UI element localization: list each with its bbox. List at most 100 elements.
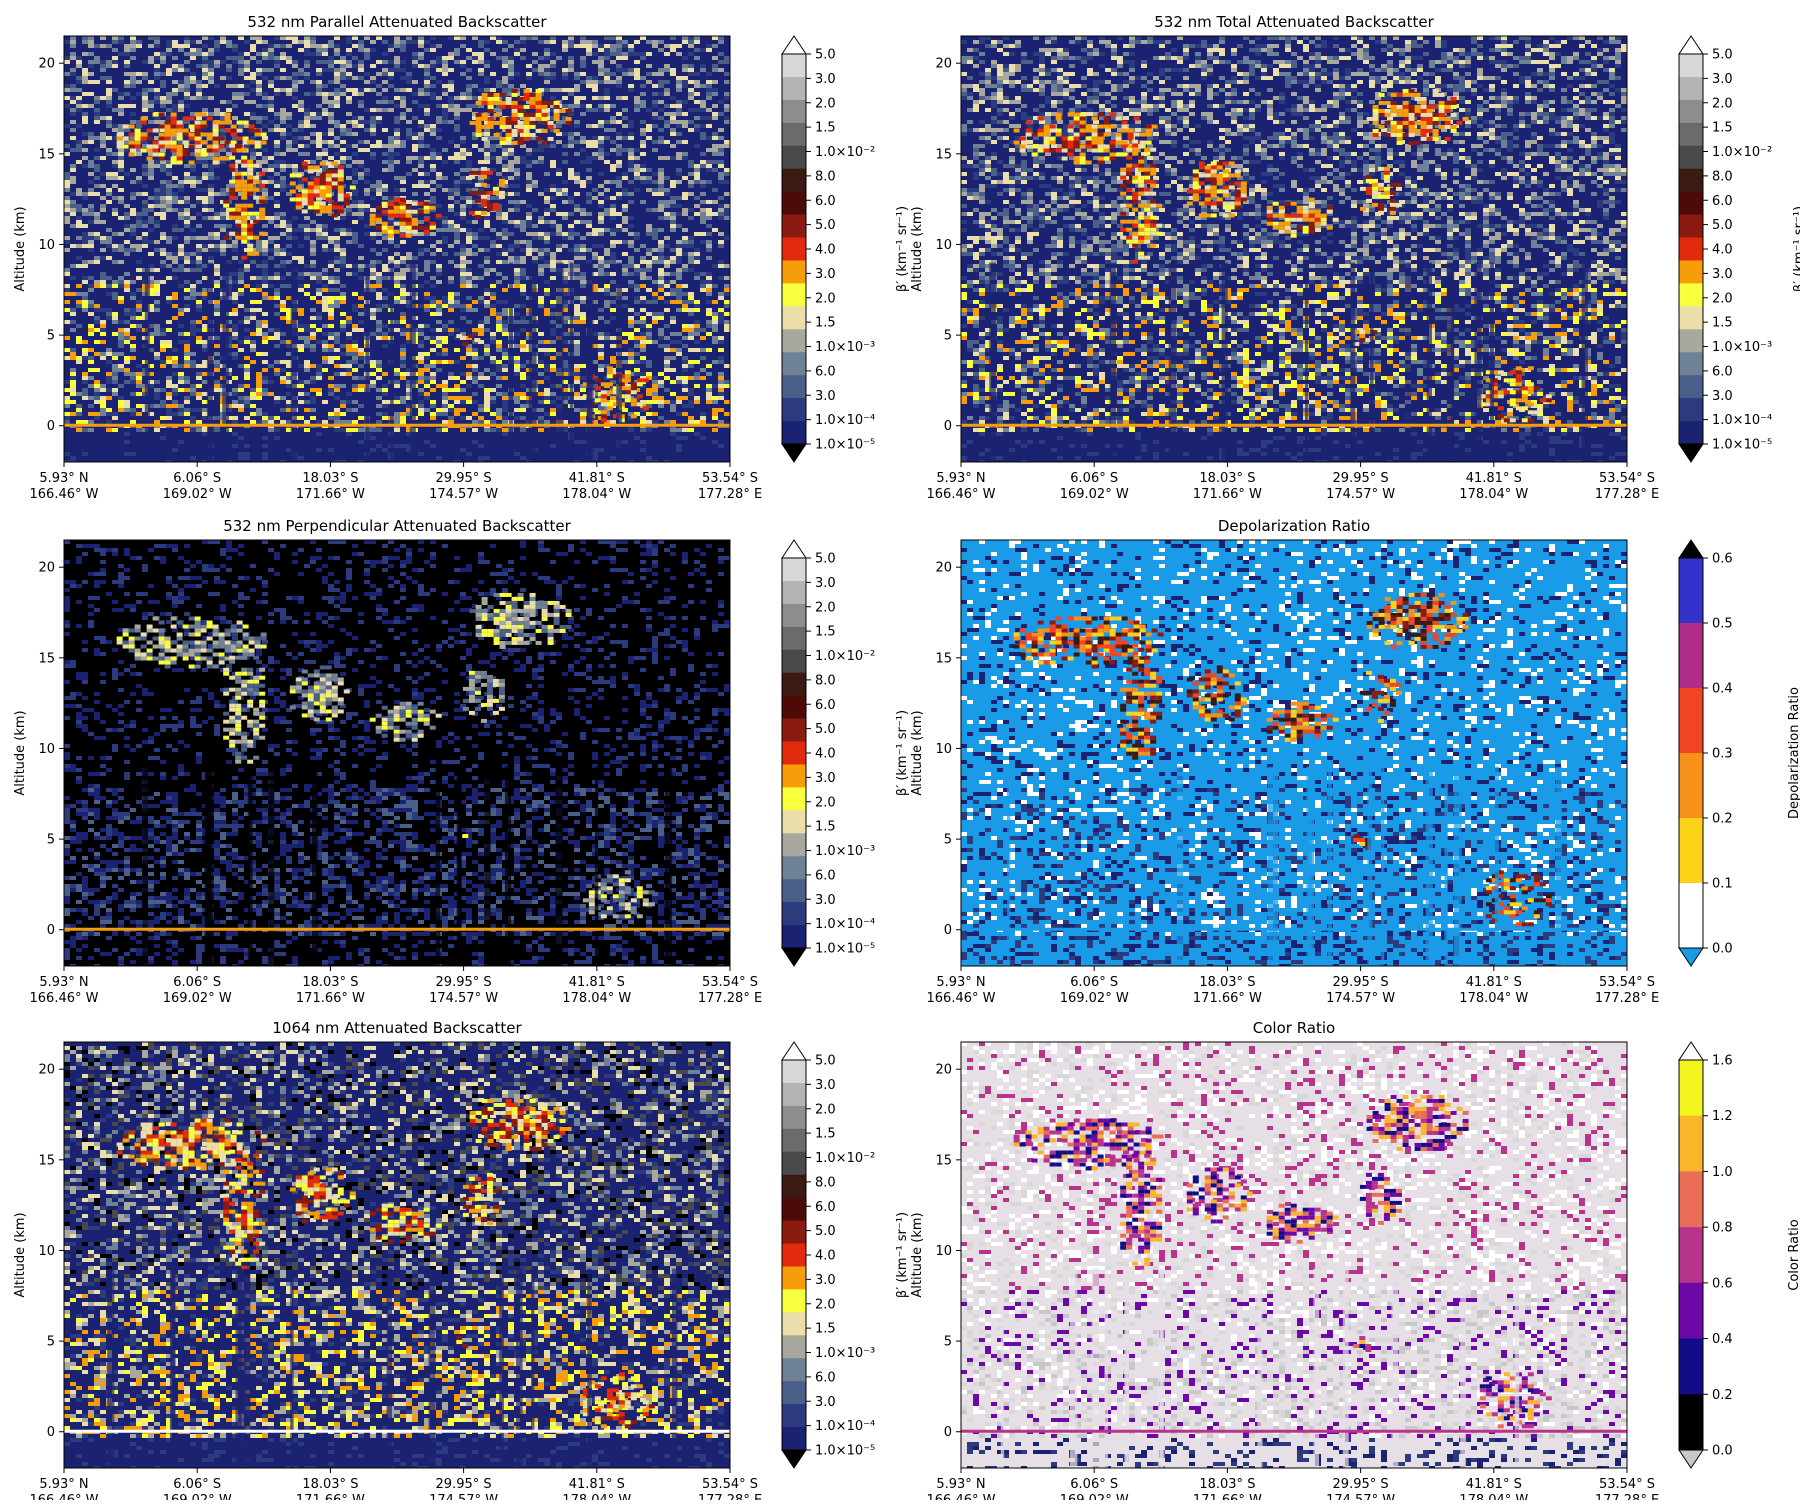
y-tick-label: 5	[47, 329, 55, 344]
panel-1: 532 nm Parallel Attenuated Backscatter05…	[13, 13, 910, 502]
panel-title: 532 nm Total Attenuated Backscatter	[1154, 13, 1434, 31]
colorbar-segment	[782, 375, 806, 398]
colorbar-tick-label: 3.0	[1712, 72, 1733, 87]
colorbar-segment	[1679, 260, 1703, 283]
panel-title: Depolarization Ratio	[1218, 517, 1370, 535]
x-tick-lat: 6.06° S	[1070, 1477, 1118, 1492]
colorbar-tick-label: 2.0	[815, 96, 836, 111]
colorbar-segment	[782, 1198, 806, 1221]
x-tick-lon: 166.46° W	[927, 487, 996, 502]
colorbar-tick-label: 6.0	[1712, 194, 1733, 209]
surface-return	[64, 424, 730, 427]
colorbar-segment	[1679, 306, 1703, 329]
x-tick-lat: 18.03° S	[1199, 975, 1255, 990]
colorbar-tick-label: 5.0	[1712, 218, 1733, 233]
colorbar-segment	[1679, 1060, 1703, 1116]
colorbar-segment	[782, 1266, 806, 1289]
panel-title: 1064 nm Attenuated Backscatter	[272, 1019, 522, 1037]
colorbar-tick-label: 3.0	[815, 267, 836, 282]
colorbar-segment	[1679, 688, 1703, 754]
colorbar-segment	[1679, 1171, 1703, 1227]
colorbar-segment	[782, 558, 806, 581]
x-tick-lon: 166.46° W	[927, 1493, 996, 1500]
colorbar-segment	[1679, 169, 1703, 192]
colorbar-tick-label: 3.0	[815, 771, 836, 786]
colorbar: 5.03.02.01.51.0×10⁻²8.06.05.04.03.02.01.…	[782, 1042, 910, 1468]
colorbar-tick-label: 0.5	[1712, 617, 1733, 632]
x-tick-lat: 18.03° S	[1199, 1477, 1255, 1492]
colorbar-under-triangle	[1679, 444, 1703, 462]
colorbar-tick-label: 6.0	[1712, 364, 1733, 379]
colorbar-tick-label: 6.0	[815, 698, 836, 713]
y-tick-label: 10	[935, 1244, 952, 1259]
y-tick-label: 0	[47, 923, 55, 938]
colorbar-tick-label: 0.8	[1712, 1221, 1733, 1236]
x-tick-lat: 6.06° S	[173, 1477, 221, 1492]
surface-return	[961, 1430, 1627, 1433]
colorbar-segment	[782, 238, 806, 261]
colorbar-segment	[1679, 192, 1703, 215]
colorbar-tick-label: 1.0×10⁻⁴	[815, 1419, 875, 1434]
x-tick-lon: 178.04° W	[1459, 487, 1528, 502]
x-tick-lat: 41.81° S	[569, 975, 625, 990]
y-tick-label: 0	[944, 419, 952, 434]
heatmap-field	[64, 36, 730, 464]
y-axis-label: Altitude (km)	[13, 1212, 28, 1297]
colorbar-tick-label: 4.0	[1712, 243, 1733, 258]
x-tick-lat: 41.81° S	[1466, 471, 1522, 486]
colorbar-segment	[1679, 238, 1703, 261]
x-tick-lat: 18.03° S	[302, 975, 358, 990]
colorbar-segment	[1679, 1394, 1703, 1450]
colorbar-segment	[782, 696, 806, 719]
x-tick-lat: 6.06° S	[173, 471, 221, 486]
y-tick-label: 20	[38, 57, 55, 72]
x-tick-lat: 29.95° S	[1333, 1477, 1389, 1492]
colorbar-tick-label: 0.4	[1712, 1332, 1733, 1347]
colorbar-tick-label: 5.0	[815, 722, 836, 737]
colorbar-tick-label: 3.0	[1712, 389, 1733, 404]
colorbar-tick-label: 1.5	[815, 625, 836, 640]
x-tick-lon: 174.57° W	[429, 991, 498, 1006]
y-tick-label: 5	[944, 329, 952, 344]
colorbar-segment	[1679, 1283, 1703, 1339]
x-tick-lon: 166.46° W	[30, 991, 99, 1006]
colorbar-tick-label: 6.0	[815, 868, 836, 883]
colorbar-tick-label: 1.5	[815, 1322, 836, 1337]
x-tick-lon: 171.66° W	[1193, 1493, 1262, 1500]
x-tick-lat: 18.03° S	[1199, 471, 1255, 486]
colorbar-tick-label: 3.0	[815, 576, 836, 591]
colorbar-over-triangle	[1679, 540, 1703, 558]
colorbar-segment	[1679, 818, 1703, 884]
colorbar-tick-label: 2.0	[815, 1102, 836, 1117]
colorbar-segment	[1679, 329, 1703, 352]
panel-2: 532 nm Total Attenuated Backscatter05101…	[910, 13, 1800, 502]
colorbar-tick-label: 0.0	[1712, 1444, 1733, 1459]
x-tick-lon: 177.28° E	[698, 991, 762, 1006]
colorbar-tick-label: 2.0	[815, 291, 836, 306]
x-tick-lat: 53.54° S	[1599, 975, 1655, 990]
y-axis-label: Altitude (km)	[910, 206, 925, 291]
colorbar-tick-label: 1.5	[1712, 121, 1733, 136]
colorbar-tick-label: 1.5	[815, 121, 836, 136]
surface-return	[64, 928, 730, 931]
colorbar-tick-label: 3.0	[815, 893, 836, 908]
colorbar-tick-label: 1.0×10⁻⁵	[1712, 438, 1772, 453]
colorbar-segment	[1679, 1227, 1703, 1283]
colorbar-segment	[782, 146, 806, 169]
surface-return	[64, 1430, 730, 1433]
x-tick-lon: 171.66° W	[296, 487, 365, 502]
colorbar-segment	[1679, 883, 1703, 949]
x-tick-lat: 6.06° S	[173, 975, 221, 990]
colorbar-tick-label: 1.0×10⁻³	[1712, 340, 1772, 355]
colorbar-tick-label: 1.0×10⁻⁵	[815, 1444, 875, 1459]
colorbar-segment	[782, 925, 806, 948]
colorbar-label: Depolarization Ratio	[1787, 687, 1800, 819]
colorbar-segment	[782, 1381, 806, 1404]
x-tick-lon: 169.02° W	[163, 1493, 232, 1500]
colorbar-segment	[782, 54, 806, 77]
colorbar-segment	[782, 352, 806, 375]
x-tick-lon: 177.28° E	[1595, 487, 1659, 502]
colorbar-tick-label: 1.0×10⁻³	[815, 844, 875, 859]
